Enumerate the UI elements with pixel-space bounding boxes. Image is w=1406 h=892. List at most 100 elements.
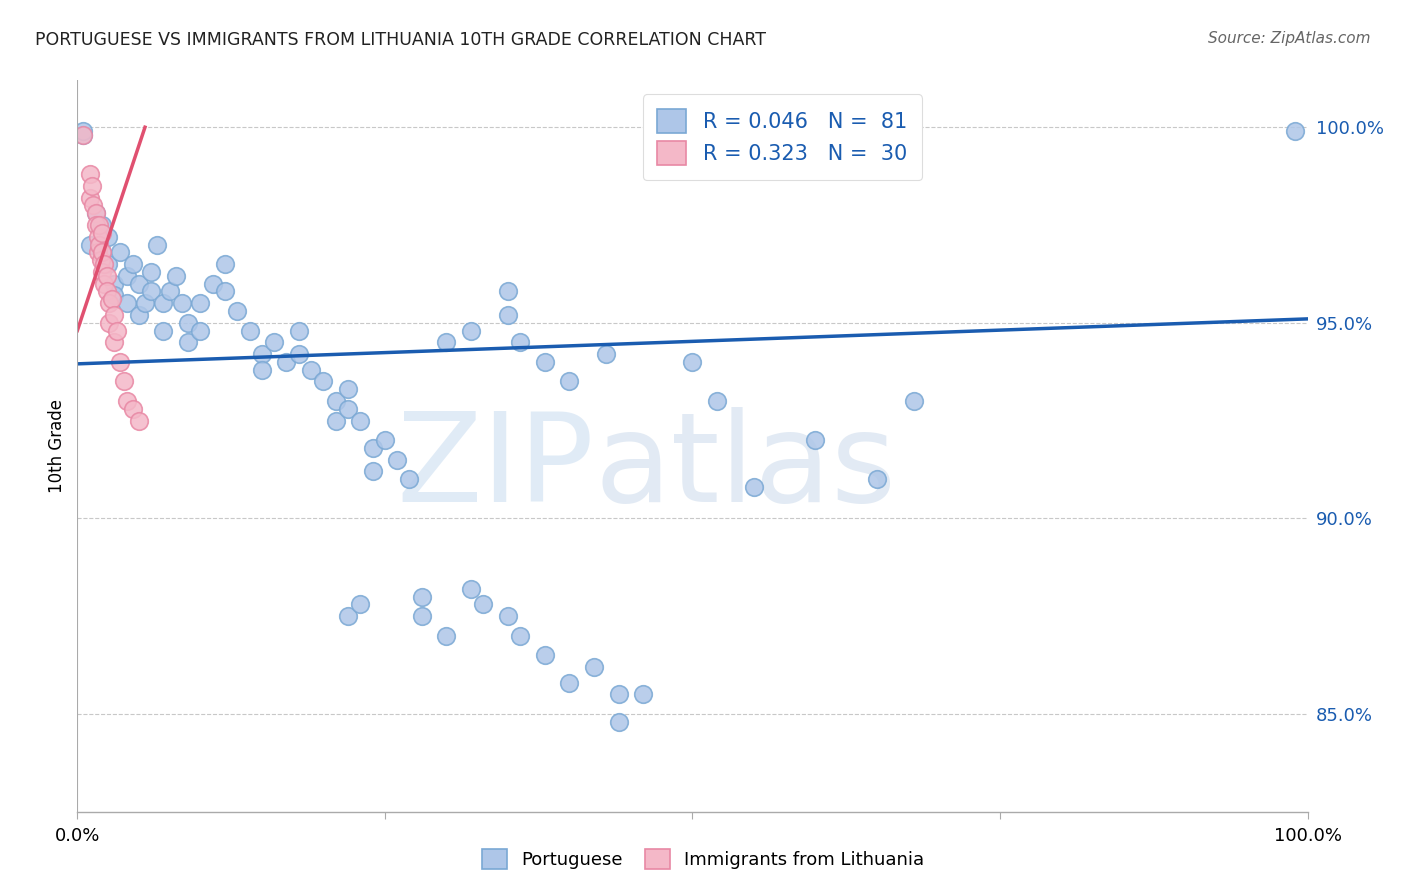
Point bbox=[607, 687, 630, 701]
Point bbox=[72, 128, 94, 142]
Point bbox=[152, 296, 174, 310]
Point bbox=[250, 347, 273, 361]
Point bbox=[103, 288, 125, 302]
Point bbox=[93, 277, 115, 291]
Point bbox=[1284, 124, 1306, 138]
Point bbox=[79, 167, 101, 181]
Point bbox=[87, 229, 110, 244]
Point bbox=[509, 629, 531, 643]
Point bbox=[337, 401, 360, 416]
Point bbox=[89, 237, 111, 252]
Point bbox=[325, 413, 347, 427]
Point bbox=[496, 308, 519, 322]
Point bbox=[460, 324, 482, 338]
Point bbox=[103, 277, 125, 291]
Point bbox=[152, 324, 174, 338]
Point bbox=[325, 394, 347, 409]
Point bbox=[349, 598, 371, 612]
Point bbox=[98, 316, 121, 330]
Point bbox=[128, 413, 150, 427]
Point bbox=[177, 316, 200, 330]
Point bbox=[82, 198, 104, 212]
Point bbox=[742, 480, 765, 494]
Point bbox=[349, 413, 371, 427]
Point bbox=[96, 285, 118, 299]
Point bbox=[87, 245, 110, 260]
Point bbox=[682, 355, 704, 369]
Point bbox=[214, 285, 236, 299]
Point bbox=[141, 265, 163, 279]
Point bbox=[496, 609, 519, 624]
Y-axis label: 10th Grade: 10th Grade bbox=[48, 399, 66, 493]
Point bbox=[866, 472, 889, 486]
Point bbox=[361, 441, 384, 455]
Point bbox=[115, 394, 138, 409]
Point bbox=[90, 218, 114, 232]
Point bbox=[90, 245, 114, 260]
Point bbox=[159, 285, 181, 299]
Point bbox=[110, 245, 132, 260]
Point bbox=[496, 285, 519, 299]
Legend: Portuguese, Immigrants from Lithuania: Portuguese, Immigrants from Lithuania bbox=[472, 839, 934, 879]
Point bbox=[72, 124, 94, 138]
Point bbox=[595, 347, 617, 361]
Point bbox=[103, 308, 125, 322]
Point bbox=[101, 293, 124, 307]
Point bbox=[299, 362, 322, 376]
Point bbox=[79, 191, 101, 205]
Point bbox=[110, 355, 132, 369]
Point bbox=[337, 382, 360, 396]
Point bbox=[436, 335, 458, 350]
Point bbox=[903, 394, 925, 409]
Point bbox=[115, 296, 138, 310]
Point bbox=[121, 401, 143, 416]
Text: PORTUGUESE VS IMMIGRANTS FROM LITHUANIA 10TH GRADE CORRELATION CHART: PORTUGUESE VS IMMIGRANTS FROM LITHUANIA … bbox=[35, 31, 766, 49]
Point bbox=[288, 347, 311, 361]
Point bbox=[226, 304, 249, 318]
Point bbox=[141, 285, 163, 299]
Point bbox=[90, 253, 112, 268]
Point bbox=[121, 257, 143, 271]
Point bbox=[276, 355, 298, 369]
Point bbox=[558, 375, 581, 389]
Point bbox=[188, 296, 212, 310]
Point bbox=[105, 324, 128, 338]
Point bbox=[89, 218, 111, 232]
Point bbox=[633, 687, 655, 701]
Point bbox=[90, 226, 114, 240]
Point bbox=[177, 335, 200, 350]
Point bbox=[460, 582, 482, 596]
Point bbox=[607, 714, 630, 729]
Point bbox=[128, 308, 150, 322]
Legend: R = 0.046   N =  81, R = 0.323   N =  30: R = 0.046 N = 81, R = 0.323 N = 30 bbox=[643, 95, 922, 180]
Point bbox=[90, 265, 114, 279]
Point bbox=[558, 675, 581, 690]
Point bbox=[436, 629, 458, 643]
Point bbox=[214, 257, 236, 271]
Point bbox=[103, 335, 125, 350]
Point bbox=[804, 433, 827, 447]
Point bbox=[188, 324, 212, 338]
Point bbox=[96, 268, 118, 283]
Point bbox=[509, 335, 531, 350]
Point bbox=[398, 472, 420, 486]
Point bbox=[288, 324, 311, 338]
Point bbox=[706, 394, 728, 409]
Point bbox=[97, 257, 120, 271]
Point bbox=[201, 277, 224, 291]
Point bbox=[239, 324, 262, 338]
Point bbox=[84, 206, 107, 220]
Text: atlas: atlas bbox=[595, 408, 896, 528]
Point bbox=[583, 660, 606, 674]
Point bbox=[385, 452, 409, 467]
Point bbox=[165, 268, 187, 283]
Point bbox=[534, 355, 557, 369]
Point bbox=[472, 598, 495, 612]
Point bbox=[93, 257, 115, 271]
Point bbox=[411, 590, 433, 604]
Point bbox=[361, 465, 384, 479]
Point bbox=[263, 335, 285, 350]
Point bbox=[128, 277, 150, 291]
Point bbox=[374, 433, 396, 447]
Point bbox=[84, 206, 107, 220]
